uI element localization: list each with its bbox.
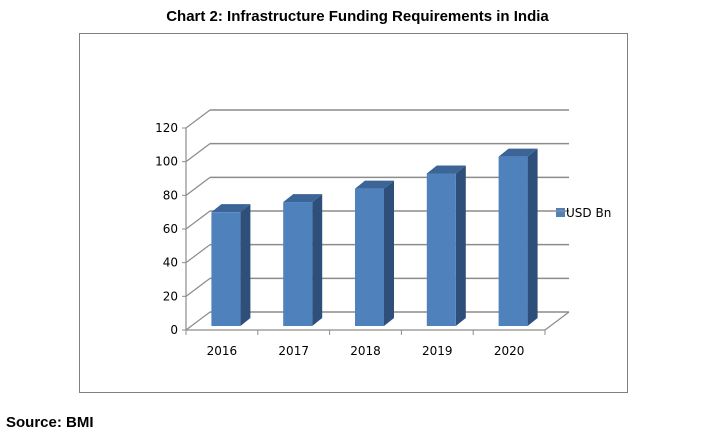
bar-side — [312, 194, 323, 326]
bar-front — [426, 173, 456, 326]
bar-side — [240, 204, 251, 326]
y-tick-label: 40 — [163, 256, 178, 270]
bar-side — [455, 165, 466, 326]
bar-top — [355, 180, 394, 189]
bar-top — [498, 148, 538, 157]
bar — [498, 148, 538, 326]
bar — [355, 180, 394, 326]
x-tick-labels: 2016 2017 2018 2019 2020 — [207, 344, 525, 358]
x-tick-label: 2020 — [494, 344, 525, 358]
bar-top — [426, 165, 466, 174]
bar-top — [283, 194, 323, 203]
legend-label: USD Bn — [566, 206, 611, 220]
legend: USD Bn — [556, 206, 611, 220]
x-tick-label: 2019 — [422, 344, 453, 358]
bar-front — [355, 188, 384, 326]
y-tick-label: 100 — [155, 155, 178, 169]
y-tick-label: 20 — [163, 289, 178, 303]
bars — [211, 148, 538, 326]
bar-top — [211, 204, 251, 213]
bar-front — [498, 156, 528, 326]
y-tick-label: 80 — [163, 188, 178, 202]
bar — [283, 194, 323, 326]
axes — [182, 127, 570, 335]
bar-side — [527, 148, 538, 326]
side-wall-gridline — [185, 109, 211, 129]
x-tick-label: 2017 — [278, 344, 309, 358]
chart-title: Chart 2: Infrastructure Funding Requirem… — [166, 8, 549, 25]
side-wall-gridline — [185, 176, 211, 196]
side-wall-gridline — [185, 244, 211, 264]
source-note: Source: BMI — [6, 414, 94, 431]
side-wall-gridline — [185, 210, 211, 230]
bar — [211, 204, 251, 326]
floor-right-edge — [544, 311, 570, 331]
bar-front — [211, 212, 241, 326]
x-tick-label: 2018 — [350, 344, 381, 358]
y-tick-label: 120 — [155, 121, 178, 135]
y-tick-label: 60 — [163, 222, 178, 236]
chart-frame — [79, 33, 628, 393]
bar-front — [283, 202, 313, 326]
legend-swatch — [556, 208, 565, 217]
y-tick-labels: 0 20 40 60 80 100 120 — [155, 121, 178, 337]
x-tick-label: 2016 — [207, 344, 238, 358]
y-tick-label: 0 — [170, 323, 178, 337]
bar-side — [384, 180, 394, 326]
bar — [426, 165, 466, 326]
side-wall-gridline — [185, 143, 211, 163]
side-wall-gridline — [185, 311, 211, 331]
side-wall-gridline — [185, 277, 211, 297]
